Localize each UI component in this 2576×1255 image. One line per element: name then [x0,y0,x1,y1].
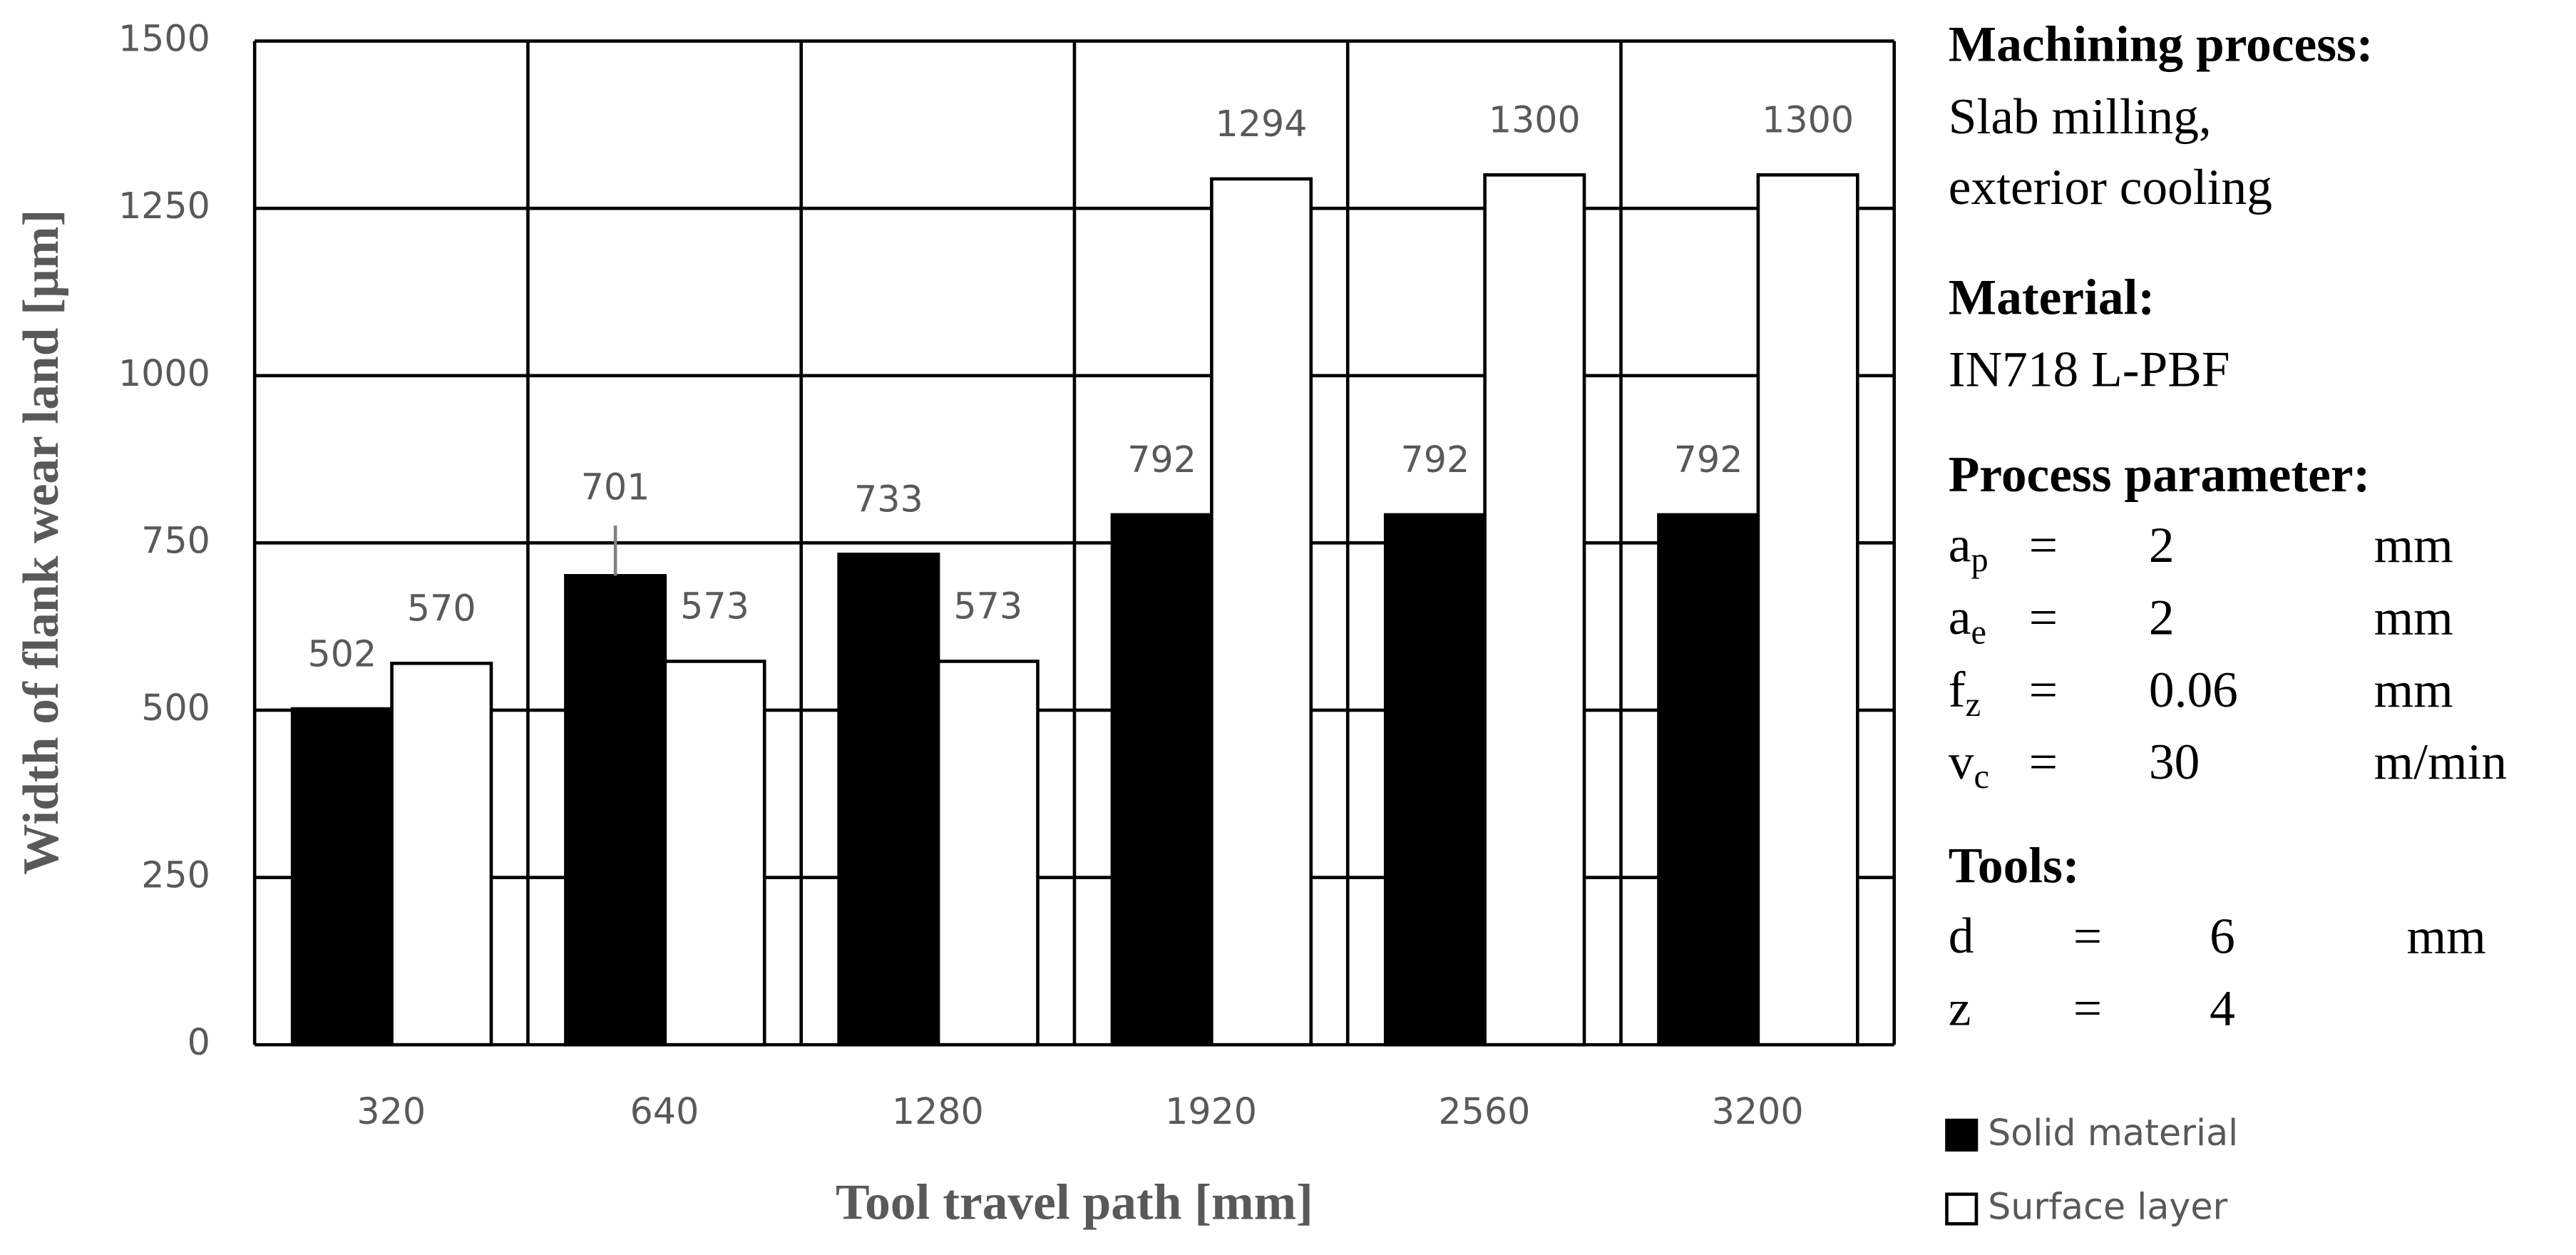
param-eq: = [2073,980,2102,1037]
data-label: 573 [680,585,749,628]
legend-swatch [1945,1192,1979,1226]
param-unit: mm [2374,517,2453,573]
bar [1110,513,1213,1047]
param-value: 2 [2149,517,2175,573]
param-value: 0.06 [2149,662,2238,718]
y-tick-label: 1500 [118,18,210,60]
x-axis-title: Tool travel path [mm] [836,1174,1313,1231]
param-eq: = [2029,517,2058,573]
param-value: 30 [2149,734,2200,790]
legend-label: Surface layer [1988,1186,2227,1228]
param-symbol: ap [1949,517,1989,579]
data-label: 792 [1674,439,1743,481]
y-tick-label: 500 [141,687,210,729]
x-tick-label: 2560 [1438,1090,1530,1132]
x-tick-label: 640 [630,1090,699,1132]
bar [564,574,667,1047]
symbol: v [1949,734,1974,790]
symbol: f [1949,662,1966,718]
y-tick-label: 1250 [118,185,210,227]
param-symbol: vc [1949,734,1989,796]
bar [1210,177,1313,1047]
symbol: a [1949,589,1971,645]
x-tick-label: 320 [356,1090,426,1132]
y-tick-label: 1000 [118,352,210,394]
symbol: d [1949,908,1974,964]
panel-heading: Tools: [1949,837,2080,893]
bar [390,661,493,1047]
legend-swatch [1945,1118,1979,1152]
bar [1483,173,1586,1047]
data-label: 570 [407,588,476,630]
bar [837,553,940,1047]
panel-line: exterior cooling [1949,159,2272,215]
y-axis-title: Width of flank wear land [µm] [13,210,69,875]
y-tick-label: 250 [141,854,210,896]
subscript: z [1966,686,1981,724]
param-unit: mm [2407,908,2486,964]
bar [1657,513,1760,1047]
param-symbol: ae [1949,589,1986,651]
data-label: 1294 [1216,103,1308,145]
bar [1383,513,1487,1047]
param-value: 4 [2210,980,2235,1037]
param-unit: mm [2374,662,2453,718]
x-tick-label: 1920 [1165,1090,1257,1132]
data-label: 502 [307,632,376,675]
data-label: 573 [953,585,1022,628]
bar [1756,173,1859,1047]
param-eq: = [2073,908,2102,964]
bar [290,707,394,1047]
param-symbol: fz [1949,662,1981,724]
param-unit: mm [2374,589,2453,645]
data-label: 1300 [1762,99,1854,141]
data-label: 733 [854,478,923,521]
param-eq: = [2029,589,2058,645]
subscript: e [1971,614,1986,652]
bar [936,660,1040,1047]
subscript: c [1974,758,1989,796]
symbol: z [1949,980,1971,1037]
param-value: 2 [2149,589,2175,645]
panel-line: Slab milling, [1949,88,2212,145]
param-symbol: z [1949,980,1971,1037]
subscript: p [1971,541,1988,579]
legend-label: Solid material [1988,1112,2238,1154]
param-symbol: d [1949,908,1974,964]
y-tick-label: 0 [188,1021,210,1063]
param-unit: m/min [2374,734,2507,790]
x-tick-label: 3200 [1712,1090,1804,1132]
data-label: 1300 [1489,99,1581,141]
symbol: a [1949,517,1971,573]
param-eq: = [2029,662,2058,718]
param-value: 6 [2210,908,2235,964]
panel-line: IN718 L-PBF [1949,342,2230,398]
data-label: 701 [581,466,650,508]
x-tick-label: 1280 [892,1090,984,1132]
panel-heading: Material: [1949,269,2155,325]
bar [663,660,766,1047]
param-eq: = [2029,734,2058,790]
y-tick-label: 750 [141,519,210,561]
data-label: 792 [1127,439,1196,481]
data-label: 792 [1401,439,1470,481]
panel-heading: Machining process: [1949,16,2374,73]
panel-heading: Process parameter: [1949,446,2371,503]
